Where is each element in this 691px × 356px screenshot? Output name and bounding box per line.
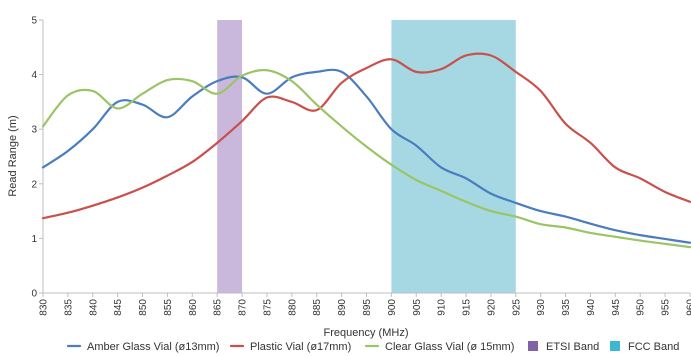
- x-tick-label: 905: [412, 299, 423, 316]
- y-tick-label: 4: [31, 70, 37, 81]
- legend-item-clear-glass-vial: Clear Glass Vial (ø 15mm): [364, 341, 514, 353]
- legend-swatch: [528, 341, 538, 351]
- x-tick-label: 915: [462, 299, 473, 316]
- x-tick-label: 890: [337, 299, 348, 316]
- legend-label: Plastic Vial (ø17mm): [250, 341, 351, 353]
- legend-label: Clear Glass Vial (ø 15mm): [385, 341, 514, 353]
- series-line-amber-glass-vial: [41, 68, 691, 244]
- x-tick-label: 935: [561, 299, 572, 316]
- x-tick-label: 835: [63, 299, 74, 316]
- x-tick-label: 865: [213, 299, 224, 316]
- y-tick-label: 5: [31, 16, 37, 27]
- x-tick-label: 920: [486, 299, 497, 316]
- series-layer: [41, 52, 691, 249]
- y-axis-title: Read Range (m): [7, 115, 19, 196]
- x-tick-label: 945: [611, 299, 622, 316]
- x-tick-label: 950: [636, 299, 647, 316]
- x-tick-label: 940: [586, 299, 597, 316]
- x-tick-label: 885: [312, 299, 323, 316]
- x-axis-title: Frequency (MHz): [324, 327, 409, 339]
- x-tick-label: 960: [686, 299, 691, 316]
- y-tick-label: 1: [31, 234, 37, 245]
- y-tick-label: 2: [31, 179, 37, 190]
- x-tick-label: 895: [362, 299, 373, 316]
- legend-label: Amber Glass Vial (ø13mm): [87, 341, 219, 353]
- band-fcc: [391, 20, 516, 293]
- legend-item-amber-glass-vial: Amber Glass Vial (ø13mm): [66, 341, 219, 353]
- x-tick-label: 830: [39, 299, 50, 316]
- axes: 0 1 2 3 4 5 830 835 840 845 850 855 860 865 870 875 880 8…: [31, 16, 691, 316]
- x-tick-label: 910: [437, 299, 448, 316]
- y-tick-label: 3: [31, 125, 37, 136]
- x-tick-label: 875: [262, 299, 273, 316]
- x-tick-label: 845: [113, 299, 124, 316]
- x-tick-label: 855: [163, 299, 174, 316]
- x-tick-label: 870: [238, 299, 249, 316]
- legend-label: ETSI Band: [546, 341, 599, 353]
- legend-item-plastic-vial: Plastic Vial (ø17mm): [229, 341, 351, 353]
- series-line-plastic-vial: [41, 52, 691, 220]
- y-tick-label: 0: [31, 289, 37, 300]
- legend-swatch: [610, 341, 620, 351]
- legend: Amber Glass Vial (ø13mm) Plastic Vial (ø1…: [66, 341, 679, 353]
- x-tick-label: 925: [511, 299, 522, 316]
- x-tick-label: 860: [188, 299, 199, 316]
- x-tick-label: 850: [138, 299, 149, 316]
- x-tick-label: 880: [287, 299, 298, 316]
- x-tick-label: 930: [536, 299, 547, 316]
- legend-item-fcc-band: FCC Band: [610, 341, 679, 353]
- band-etsi: [217, 20, 243, 293]
- legend-label: FCC Band: [628, 341, 679, 353]
- band-layer: [217, 20, 516, 293]
- legend-item-etsi-band: ETSI Band: [528, 341, 599, 353]
- x-tick-label: 955: [661, 299, 672, 316]
- x-tick-label: 840: [88, 299, 99, 316]
- x-tick-label: 900: [387, 299, 398, 316]
- series-line-clear-glass-vial: [41, 68, 691, 249]
